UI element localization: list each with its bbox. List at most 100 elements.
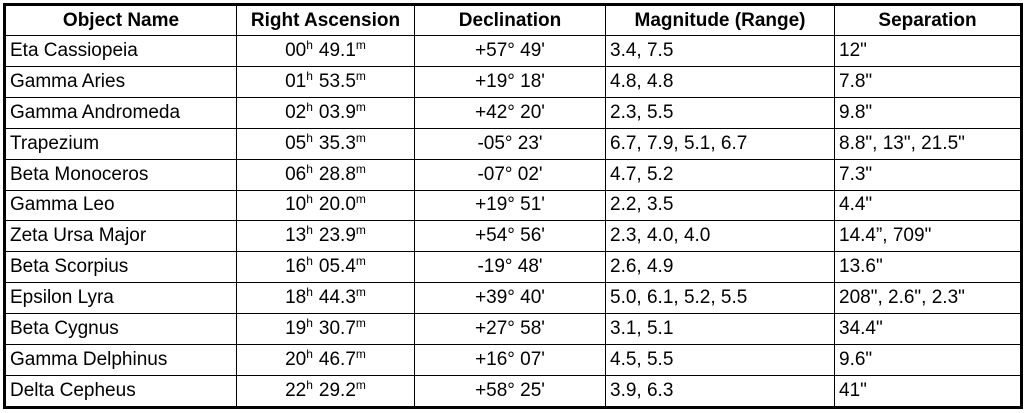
magnitude: 2.3, 4.0, 4.0 xyxy=(605,220,835,253)
declination: +39° 40' xyxy=(414,282,606,315)
column-header: Separation xyxy=(834,4,1022,36)
right-ascension: 13h 23.9m xyxy=(236,220,415,253)
right-ascension: 16h 05.4m xyxy=(236,251,415,284)
ra-hours-unit: h xyxy=(306,254,313,269)
separation: 9.6" xyxy=(834,344,1022,376)
ra-minutes-unit: m xyxy=(355,285,366,300)
ra-hours-unit: h xyxy=(306,316,313,331)
magnitude: 3.9, 6.3 xyxy=(605,374,835,409)
magnitude: 4.8, 4.8 xyxy=(605,65,835,98)
ra-hours: 06 xyxy=(285,163,307,185)
object-name: Epsilon Lyra xyxy=(4,282,237,315)
ra-hours: 10 xyxy=(285,194,307,216)
declination: -19° 48' xyxy=(414,251,606,284)
ra-hours-unit: h xyxy=(306,192,313,207)
magnitude: 5.0, 6.1, 5.2, 5.5 xyxy=(605,282,835,315)
magnitude: 2.6, 4.9 xyxy=(605,251,835,284)
table-row: Eta Cassiopeia 00h 49.1m +57° 49' 3.4, 7.5 12… xyxy=(4,35,1022,67)
ra-hours-unit: h xyxy=(306,99,313,114)
ra-minutes-unit: m xyxy=(355,377,366,392)
table-row: Gamma Andromeda 02h 03.9m +42° 20' 2.3, 5.5 9… xyxy=(4,96,1022,129)
separation: 13.6" xyxy=(834,251,1022,284)
ra-hours-unit: h xyxy=(306,285,313,300)
table-row: Gamma Leo 10h 20.0m +19° 51' 2.2, 3.5 4.4" xyxy=(4,189,1022,222)
magnitude: 4.5, 5.5 xyxy=(605,344,835,376)
object-name: Delta Cepheus xyxy=(4,374,237,409)
separation: 12" xyxy=(834,35,1022,67)
header-row: Object Name Right Ascension Declination Mag… xyxy=(4,4,1022,36)
ra-hours: 05 xyxy=(285,132,307,154)
column-header: Magnitude (Range) xyxy=(605,4,835,36)
ra-minutes-unit: m xyxy=(355,130,366,145)
separation: 4.4" xyxy=(834,189,1022,222)
object-name: Beta Monoceros xyxy=(4,158,237,191)
ra-minutes: 30.7 xyxy=(318,318,356,340)
declination: +19° 18' xyxy=(414,65,606,98)
ra-minutes: 49.1 xyxy=(318,39,356,61)
right-ascension: 19h 30.7m xyxy=(236,313,415,346)
star-table: Object Name Right Ascension Declination Mag… xyxy=(3,3,1023,409)
magnitude: 4.7, 5.2 xyxy=(605,158,835,191)
object-name: Beta Scorpius xyxy=(4,251,237,284)
ra-hours: 00 xyxy=(285,39,307,61)
ra-hours-unit: h xyxy=(306,347,313,362)
ra-minutes-unit: m xyxy=(355,223,366,238)
ra-minutes: 03.9 xyxy=(318,101,356,123)
magnitude: 2.2, 3.5 xyxy=(605,189,835,222)
table-row: Delta Cepheus 22h 29.2m +58° 25' 3.9, 6.3 41" xyxy=(4,374,1022,409)
right-ascension: 05h 35.3m xyxy=(236,127,415,160)
separation: 7.8" xyxy=(834,65,1022,98)
right-ascension: 20h 46.7m xyxy=(236,344,415,376)
table-row: Trapezium 05h 35.3m -05° 23' 6.7, 7.9, 5.1, … xyxy=(4,127,1022,160)
separation: 8.8", 13", 21.5" xyxy=(834,127,1022,160)
ra-hours-unit: h xyxy=(306,377,313,392)
ra-hours: 20 xyxy=(285,349,307,371)
table-row: Gamma Aries 01h 53.5m +19° 18' 4.8, 4.8 7.8" xyxy=(4,65,1022,98)
ra-hours-unit: h xyxy=(306,68,313,83)
object-name: Gamma Aries xyxy=(4,65,237,98)
ra-hours-unit: h xyxy=(306,37,313,52)
ra-minutes-unit: m xyxy=(355,316,366,331)
table-row: Beta Scorpius 16h 05.4m -19° 48' 2.6, 4.9 13.… xyxy=(4,251,1022,284)
right-ascension: 06h 28.8m xyxy=(236,158,415,191)
right-ascension: 00h 49.1m xyxy=(236,35,415,67)
declination: +58° 25' xyxy=(414,374,606,409)
table-row: Gamma Delphinus 20h 46.7m +16° 07' 4.5, 5.5 9… xyxy=(4,344,1022,376)
separation: 34.4" xyxy=(834,313,1022,346)
ra-minutes: 44.3 xyxy=(318,287,356,309)
ra-hours-unit: h xyxy=(306,130,313,145)
ra-minutes-unit: m xyxy=(355,254,366,269)
ra-hours: 19 xyxy=(285,318,307,340)
ra-minutes-unit: m xyxy=(355,161,366,176)
table-row: Zeta Ursa Major 13h 23.9m +54° 56' 2.3, 4.0,… xyxy=(4,220,1022,253)
ra-minutes-unit: m xyxy=(355,192,366,207)
declination: +19° 51' xyxy=(414,189,606,222)
ra-hours-unit: h xyxy=(306,223,313,238)
column-header: Right Ascension xyxy=(236,4,415,36)
right-ascension: 01h 53.5m xyxy=(236,65,415,98)
ra-minutes: 46.7 xyxy=(318,349,356,371)
magnitude: 2.3, 5.5 xyxy=(605,96,835,129)
ra-minutes-unit: m xyxy=(355,99,366,114)
ra-minutes: 28.8 xyxy=(318,163,356,185)
magnitude: 3.4, 7.5 xyxy=(605,35,835,67)
ra-hours: 13 xyxy=(285,225,307,247)
ra-minutes-unit: m xyxy=(355,347,366,362)
ra-minutes: 35.3 xyxy=(318,132,356,154)
magnitude: 3.1, 5.1 xyxy=(605,313,835,346)
ra-hours-unit: h xyxy=(306,161,313,176)
separation: 9.8" xyxy=(834,96,1022,129)
separation: 7.3" xyxy=(834,158,1022,191)
declination: +42° 20' xyxy=(414,96,606,129)
ra-hours: 02 xyxy=(285,101,307,123)
ra-minutes: 23.9 xyxy=(318,225,356,247)
object-name: Eta Cassiopeia xyxy=(4,35,237,67)
declination: +54° 56' xyxy=(414,220,606,253)
ra-hours: 18 xyxy=(285,287,307,309)
object-name: Gamma Delphinus xyxy=(4,344,237,376)
object-name: Gamma Andromeda xyxy=(4,96,237,129)
magnitude: 6.7, 7.9, 5.1, 6.7 xyxy=(605,127,835,160)
table-row: Beta Monoceros 06h 28.8m -07° 02' 4.7, 5.2 7.… xyxy=(4,158,1022,191)
separation: 208", 2.6", 2.3" xyxy=(834,282,1022,315)
